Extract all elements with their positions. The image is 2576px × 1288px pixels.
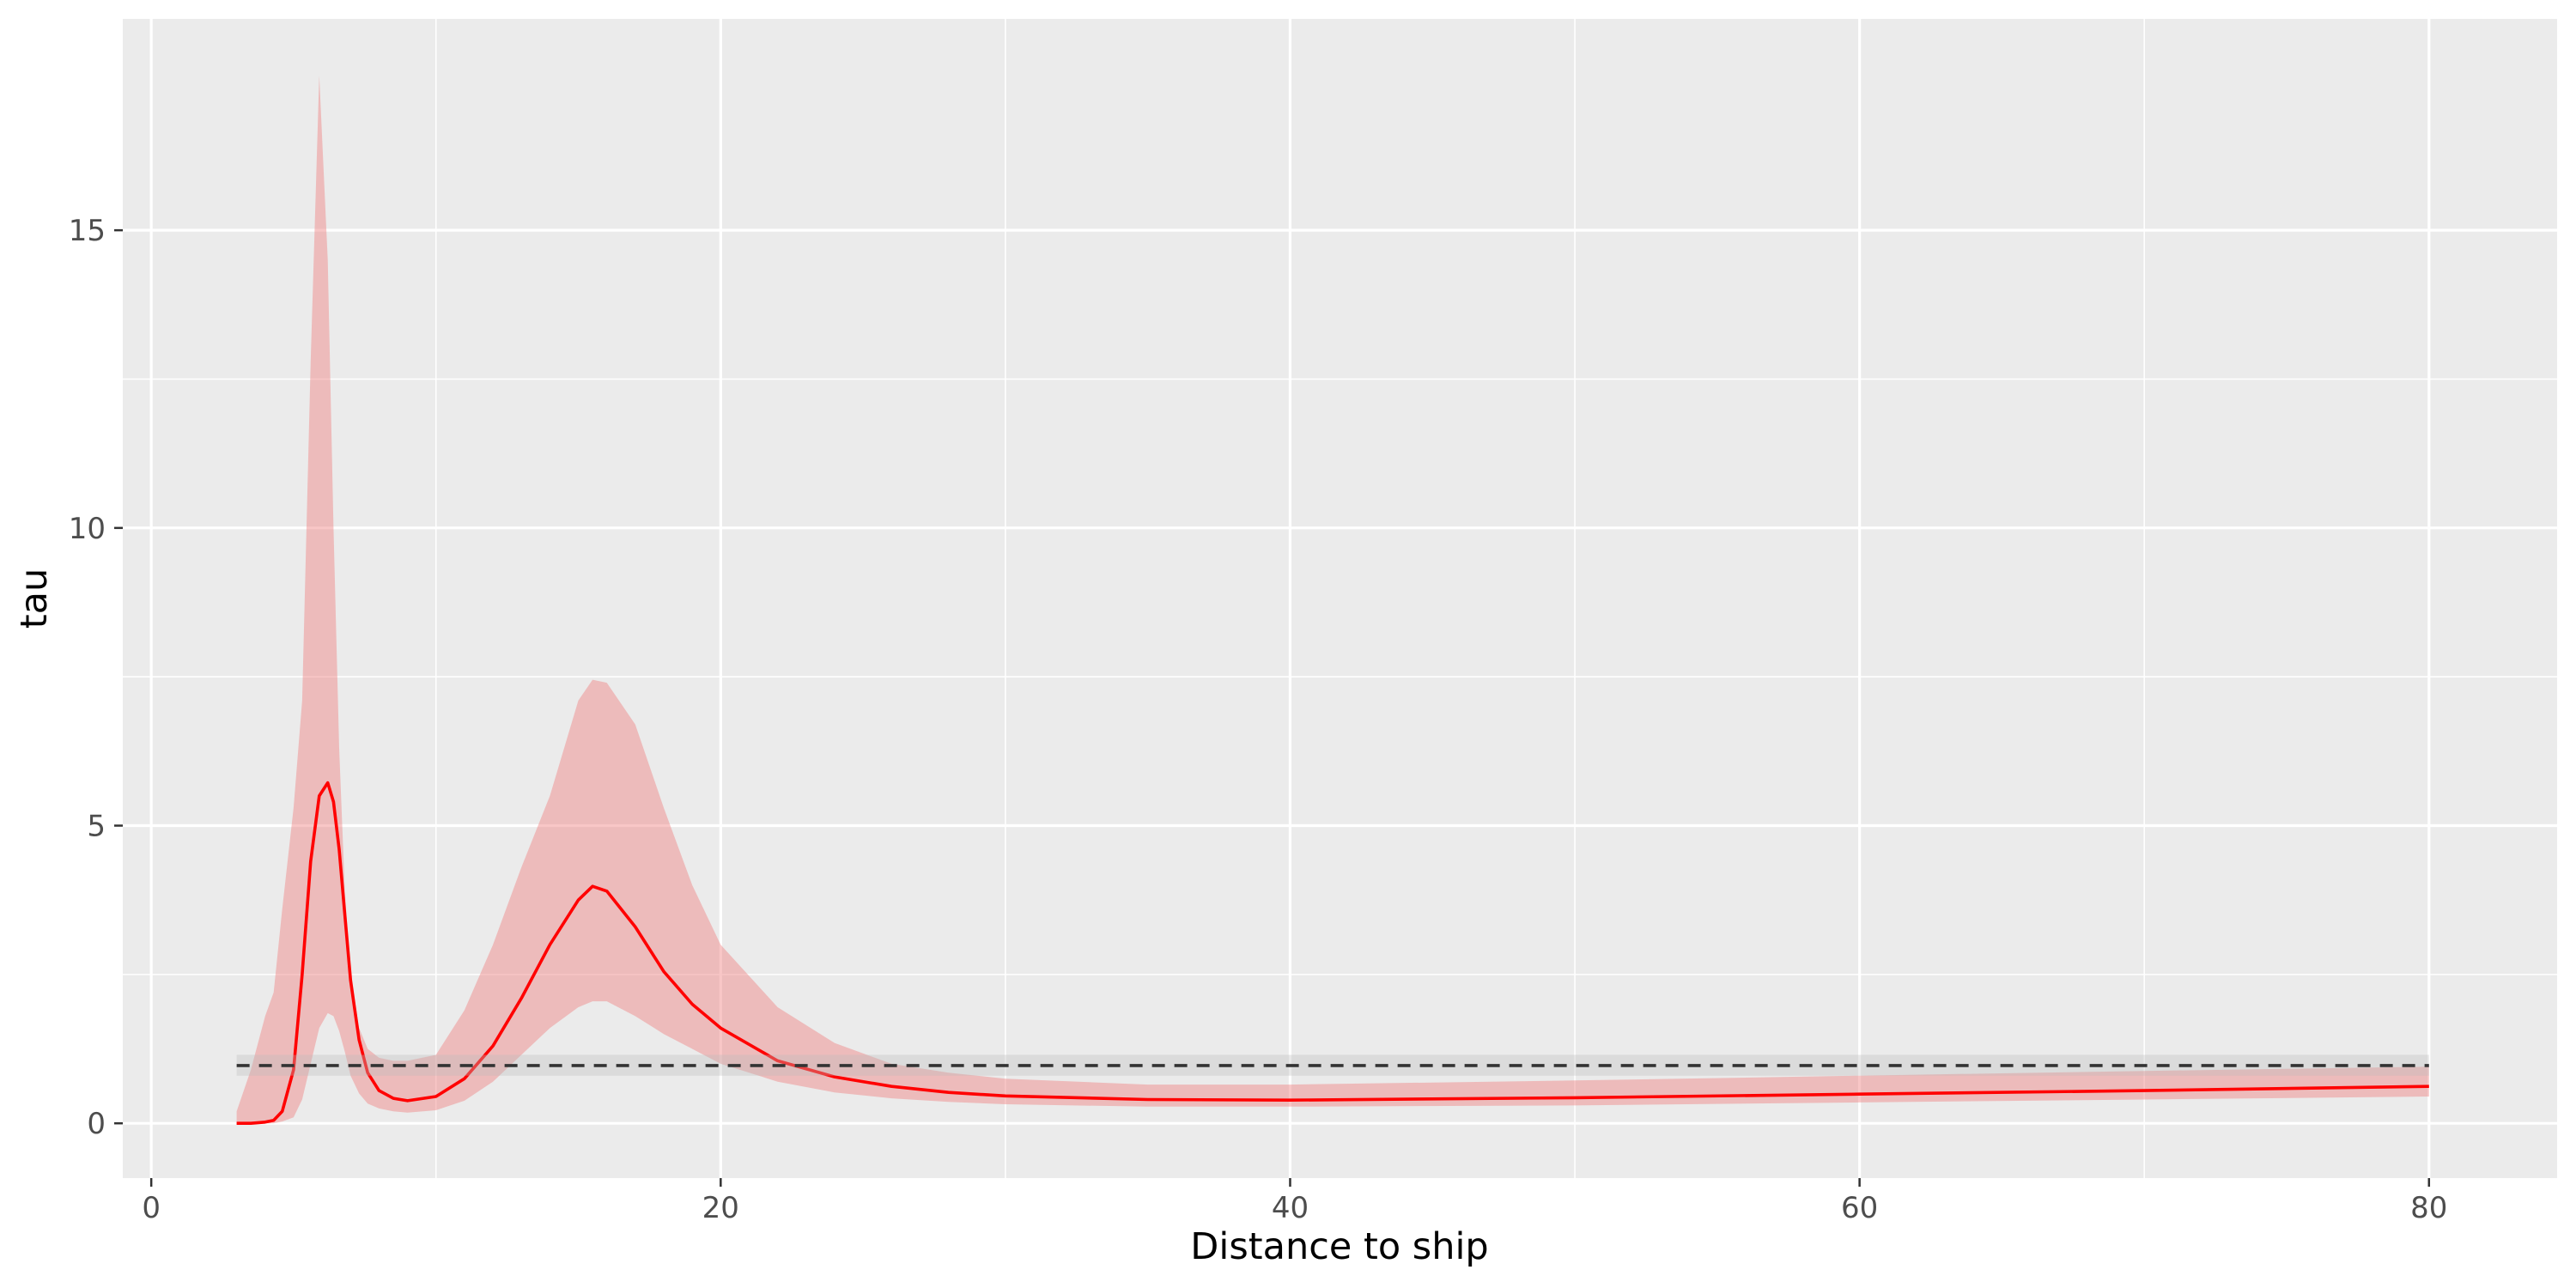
y-tick-label: 15 bbox=[69, 214, 106, 248]
y-tick-label: 5 bbox=[87, 810, 106, 844]
y-axis-title: tau bbox=[13, 568, 56, 629]
x-tick-label: 0 bbox=[142, 1191, 161, 1225]
x-tick-label: 40 bbox=[1272, 1191, 1309, 1225]
x-tick-label: 80 bbox=[2410, 1191, 2447, 1225]
axes: 0 20 40 60 80 0 5 10 15 bbox=[69, 214, 2448, 1225]
grid-minor bbox=[123, 19, 2557, 1178]
x-tick-label: 20 bbox=[702, 1191, 739, 1225]
fit-line bbox=[236, 781, 2429, 1125]
data-marks bbox=[236, 75, 2429, 1125]
y-tick-label: 0 bbox=[87, 1107, 106, 1141]
x-tick-label: 60 bbox=[1841, 1191, 1878, 1225]
x-axis-title: Distance to ship bbox=[1190, 1225, 1488, 1268]
grid-major bbox=[123, 19, 2557, 1178]
y-tick-label: 10 bbox=[69, 512, 106, 546]
